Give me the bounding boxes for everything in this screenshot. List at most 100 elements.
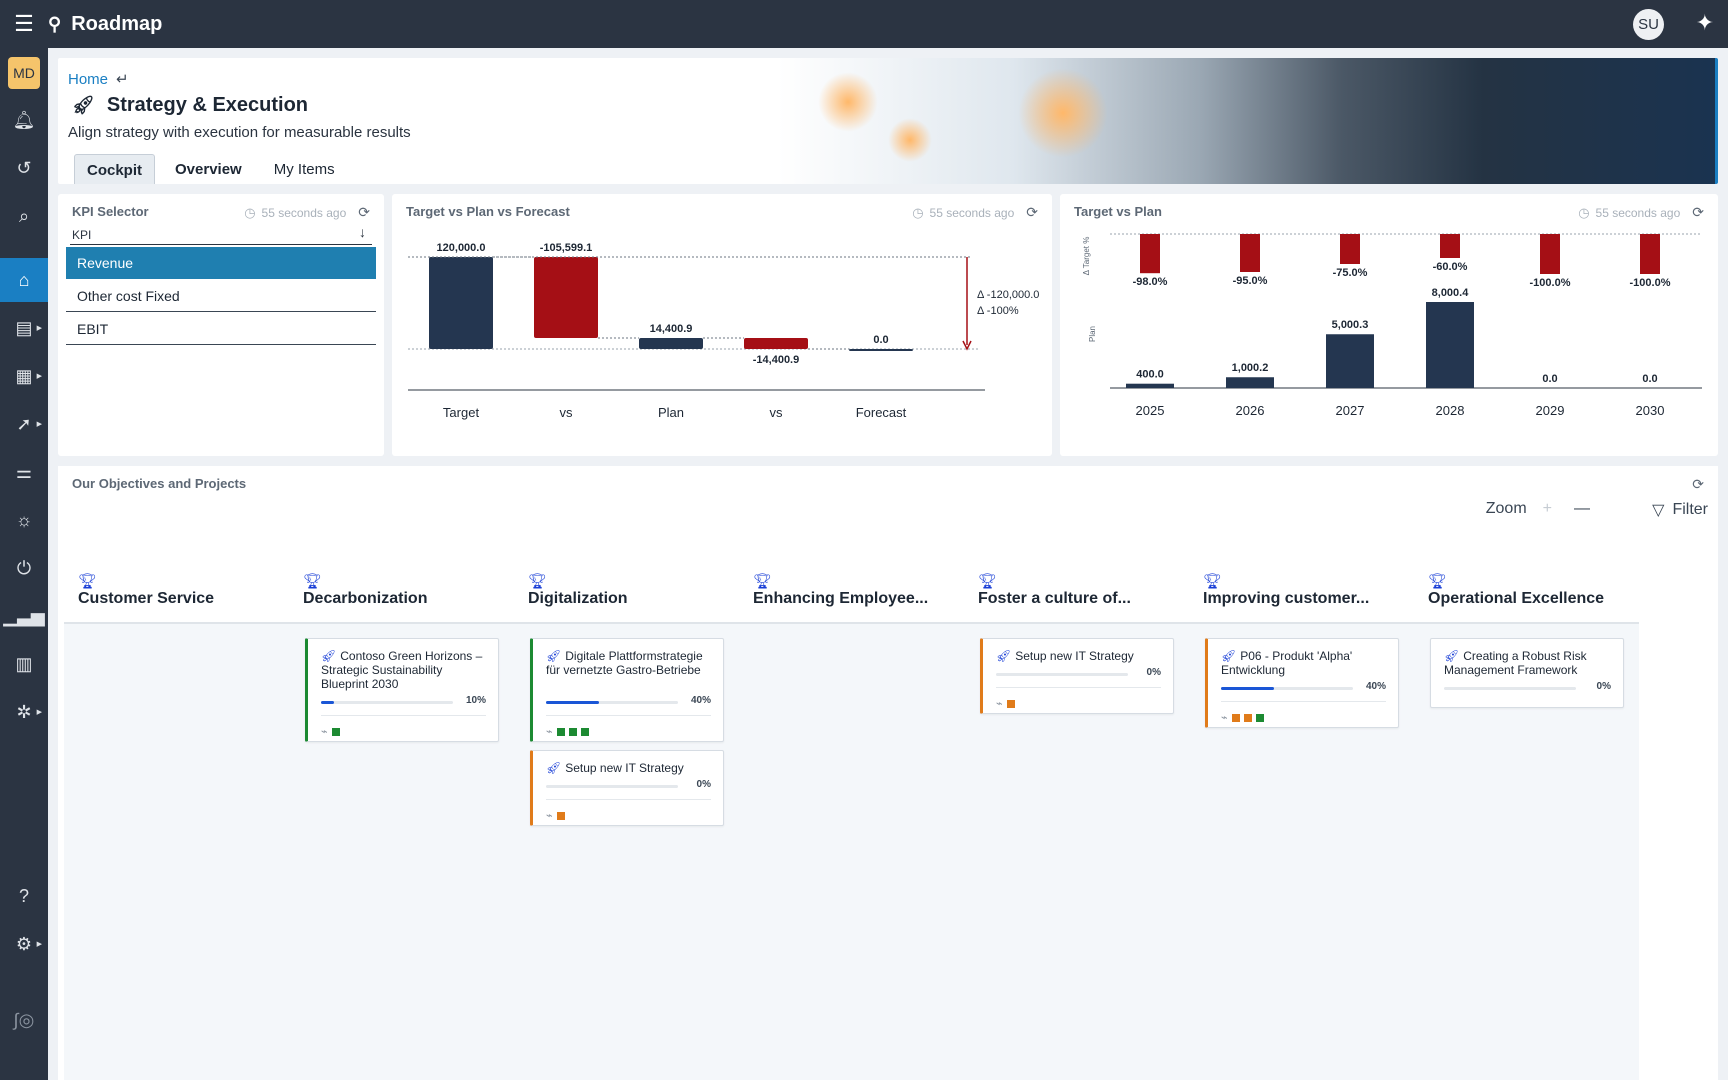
zoom-out-icon[interactable]: — — [1574, 500, 1590, 517]
rocket-icon[interactable]: ➚ ▶ — [16, 413, 42, 434]
refresh-icon[interactable]: ⟳ — [1692, 204, 1704, 220]
project-title[interactable]: 🚀︎ Contoso Green Horizons – Strategic Sus… — [321, 649, 488, 691]
target-plan-chart: -98.0% 400.0 2025 -95.0% 1,000.2 2026 -75.0% 5,… — [1110, 233, 1702, 418]
project-card[interactable]: 🚀︎ P06 - Produkt 'Alpha' Entwicklung 40% ⌁ — [1205, 638, 1399, 728]
tab-overview[interactable]: Overview — [175, 161, 242, 178]
kpi-item-other-cost-fixed[interactable]: Other cost Fixed — [66, 280, 376, 312]
network-icon[interactable]: ✲ ▶ — [16, 701, 42, 722]
waterfall-panel: Target vs Plan vs Forecast ◷ 55 seconds a… — [392, 194, 1052, 456]
column-header[interactable]: 🏆︎ Digitalization — [514, 540, 739, 624]
bell-icon[interactable]: 🔔︎ — [12, 109, 36, 130]
divider — [1221, 701, 1386, 702]
waterfall-bar — [639, 337, 703, 349]
progress-bar — [321, 701, 453, 704]
target-bar — [1540, 234, 1560, 274]
back-arrow-icon[interactable]: ↵ — [116, 71, 129, 88]
breadcrumb[interactable]: Home ↵ — [68, 70, 129, 88]
kpi-item-revenue[interactable]: Revenue — [66, 247, 376, 279]
ai-sparkle-icon[interactable]: ✦ — [1695, 10, 1714, 35]
power-icon[interactable]: ⏻ — [16, 557, 32, 578]
column-header[interactable]: 🏆︎ Improving customer... — [1189, 540, 1414, 624]
sort-arrow-icon[interactable]: ↓ — [359, 224, 366, 240]
objective-column: 🏆︎ Foster a culture of... 🚀︎ Setup new IT S… — [964, 540, 1189, 1080]
column-header[interactable]: 🏆︎ Customer Service — [64, 540, 289, 624]
project-card[interactable]: 🚀︎ Contoso Green Horizons – Strategic Sus… — [305, 638, 499, 742]
column-header[interactable]: 🏆︎ Enhancing Employee... — [739, 540, 964, 624]
documents-icon[interactable]: ▤ ▶ — [15, 317, 42, 338]
workspace-avatar[interactable]: MD — [8, 57, 40, 89]
trophy-icon: 🏆︎ — [1428, 573, 1448, 590]
refresh-icon[interactable]: ⟳ — [1026, 204, 1038, 220]
rocket-icon: 🚀︎ — [321, 649, 337, 663]
filter-button[interactable]: ▽ Filter — [1652, 500, 1708, 520]
help-icon[interactable]: ? — [18, 885, 29, 906]
objective-name[interactable]: Improving customer... — [1203, 590, 1370, 607]
breadcrumb-home[interactable]: Home — [68, 71, 109, 88]
menu-icon[interactable]: ☰ — [14, 11, 34, 36]
kpi-item-ebit[interactable]: EBIT — [66, 313, 376, 345]
refresh-icon[interactable]: ⟳ — [1692, 476, 1704, 492]
project-title[interactable]: 🚀︎ Creating a Robust Risk Management Fram… — [1444, 649, 1613, 677]
sliders-icon[interactable]: ⚌ — [15, 461, 33, 482]
column-body: 🚀︎ Setup new IT Strategy 0% ⌁ — [964, 624, 1189, 1080]
activity-icon: ⌁ — [321, 726, 328, 738]
objective-name[interactable]: Operational Excellence — [1428, 590, 1605, 607]
settings-icon[interactable]: ⚙ ▶ — [15, 933, 42, 954]
search-icon[interactable]: ⌕ — [18, 205, 30, 226]
project-card[interactable]: 🚀︎ Creating a Robust Risk Management Fram… — [1430, 638, 1624, 708]
refresh-icon[interactable]: ⟳ — [358, 204, 370, 220]
activity-icon: ⌁ — [546, 726, 553, 738]
roadmap-logo-icon: ⚲ — [48, 13, 62, 34]
zoom-in-icon[interactable]: + — [1542, 500, 1552, 517]
target-label: -98.0% — [1133, 276, 1168, 288]
project-title-text: P06 - Produkt 'Alpha' Entwicklung — [1221, 649, 1353, 677]
objective-name[interactable]: Digitalization — [528, 590, 628, 607]
column-header[interactable]: 🏆︎ Foster a culture of... — [964, 540, 1189, 624]
project-title[interactable]: 🚀︎ Setup new IT Strategy — [546, 761, 713, 775]
app-brand[interactable]: ⚲ Roadmap — [48, 13, 162, 36]
library-icon[interactable]: ▥ — [15, 653, 33, 674]
chart-icon[interactable]: ▁▃▅ — [3, 605, 45, 626]
column-header[interactable]: 🏆︎ Operational Excellence — [1414, 540, 1639, 624]
objective-column: 🏆︎ Improving customer... 🚀︎ P06 - Produkt '… — [1189, 540, 1414, 1080]
status-square — [556, 727, 565, 736]
target-label: -95.0% — [1233, 275, 1268, 287]
home-icon[interactable]: ⌂ — [0, 258, 48, 302]
rocket-icon: 🚀︎ — [546, 761, 562, 775]
history-icon[interactable]: ↺ — [16, 157, 32, 178]
project-title[interactable]: 🚀︎ Setup new IT Strategy — [996, 649, 1163, 663]
x-tick-label: 2026 — [1236, 403, 1265, 418]
page-title: 🚀︎ Strategy & Execution — [72, 94, 308, 117]
tab-cockpit[interactable]: Cockpit — [74, 154, 156, 184]
kpi-selector-panel: KPI Selector ◷ 55 seconds ago ⟳ KPI ↓ Reve… — [58, 194, 384, 456]
progress-bar-fill — [546, 701, 599, 704]
tab-my-items[interactable]: My Items — [273, 161, 335, 178]
objective-name[interactable]: Decarbonization — [303, 590, 428, 607]
page-title-text: Strategy & Execution — [106, 94, 309, 116]
building-icon[interactable]: ▦ ▶ — [15, 365, 42, 386]
panel-title: KPI Selector — [72, 204, 149, 219]
column-body: 🚀︎ Creating a Robust Risk Management Fram… — [1414, 624, 1639, 1080]
project-card[interactable]: 🚀︎ Digitale Plattformstrategie für vernet… — [530, 638, 724, 742]
objective-column: 🏆︎ Decarbonization 🚀︎ Contoso Green Horizon… — [289, 540, 514, 1080]
plan-bar — [1126, 383, 1174, 388]
column-body — [64, 624, 289, 1080]
objective-name[interactable]: Customer Service — [78, 590, 215, 607]
project-card[interactable]: 🚀︎ Setup new IT Strategy 0% ⌁ — [980, 638, 1174, 714]
project-title[interactable]: 🚀︎ Digitale Plattformstrategie für vernet… — [546, 649, 713, 677]
project-card[interactable]: 🚀︎ Setup new IT Strategy 0% ⌁ — [530, 750, 724, 826]
lightbulb-icon[interactable]: ☼ — [15, 509, 33, 530]
user-avatar[interactable]: SU — [1633, 9, 1664, 40]
status-indicators: ⌁ — [546, 809, 565, 822]
project-title[interactable]: 🚀︎ P06 - Produkt 'Alpha' Entwicklung — [1221, 649, 1388, 677]
objective-name[interactable]: Foster a culture of... — [978, 590, 1131, 607]
objective-name[interactable]: Enhancing Employee... — [753, 590, 929, 607]
plan-label: 400.0 — [1136, 369, 1164, 381]
panel-title: Our Objectives and Projects — [72, 476, 247, 491]
update-info: ◷ 55 seconds ago ⟳ — [1578, 204, 1704, 221]
trophy-icon: 🏆︎ — [753, 573, 773, 590]
tab-bar: Cockpit Overview My Items — [74, 154, 355, 184]
column-header[interactable]: 🏆︎ Decarbonization — [289, 540, 514, 624]
progress-bar-fill — [321, 701, 335, 704]
plan-label: 1,000.2 — [1232, 362, 1269, 374]
